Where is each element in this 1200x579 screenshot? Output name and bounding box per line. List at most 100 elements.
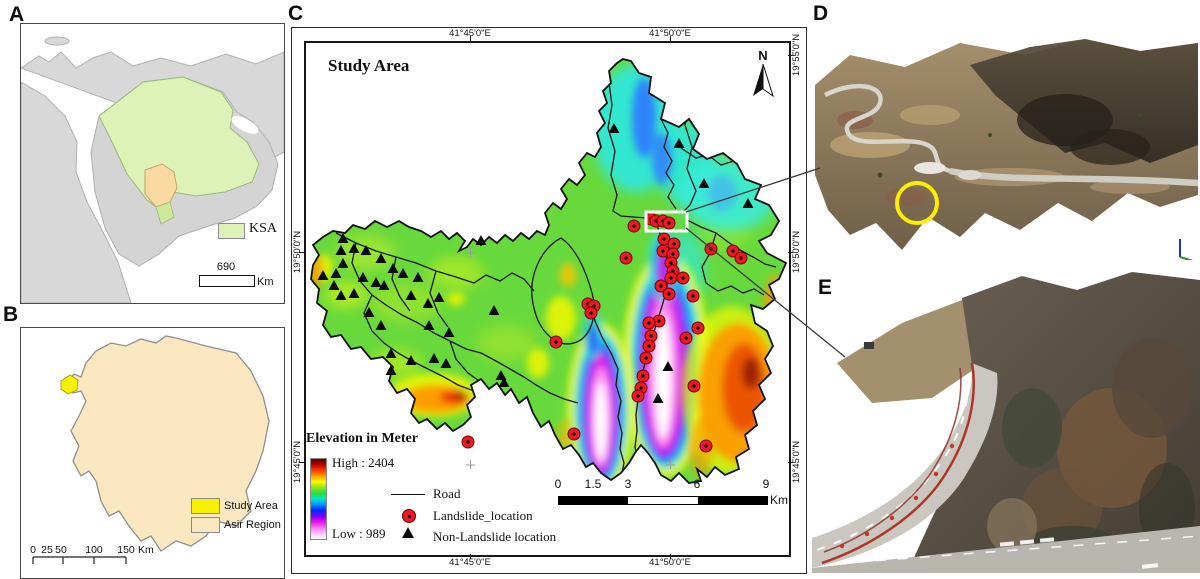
arabian-peninsula-map xyxy=(21,36,284,303)
non-landslide-marker xyxy=(375,253,387,263)
landslide-marker xyxy=(679,331,693,345)
landslide-marker xyxy=(664,271,678,285)
non-landslide-marker xyxy=(357,272,369,282)
landslide-legend-symbol xyxy=(402,509,416,523)
landslide-legend-label: Landslide_location xyxy=(433,508,533,523)
landslide-marker xyxy=(662,216,676,230)
panel-d-label: D xyxy=(813,2,829,25)
landslide-marker xyxy=(662,287,676,301)
non-landslide-marker xyxy=(412,272,424,282)
non-landslide-marker xyxy=(673,138,685,148)
non-landslide-marker xyxy=(337,233,349,243)
non-landslide-marker xyxy=(378,280,390,290)
non-landslide-marker xyxy=(652,393,664,403)
persian-gulf xyxy=(231,116,259,134)
road-barrier xyxy=(821,362,975,565)
non-landslide-marker xyxy=(662,361,674,371)
landslide-marker xyxy=(676,271,690,285)
non-landslide-marker xyxy=(405,290,417,300)
non-landslide-marker xyxy=(328,280,340,290)
asir-region-polygon xyxy=(144,163,178,208)
elevation-raster xyxy=(311,59,786,483)
north-arrow: N xyxy=(752,48,774,97)
landslide-marker xyxy=(686,289,700,303)
panel-b-label: B xyxy=(3,303,19,326)
lon-top-2: 41°50'0"E xyxy=(649,28,691,39)
non-landslide-markers xyxy=(317,123,754,403)
non-landslide-marker xyxy=(335,290,347,300)
non-landslide-marker xyxy=(337,258,349,268)
non-landslide-marker xyxy=(330,268,342,278)
landslide-marker xyxy=(656,244,670,258)
non-landslide-marker xyxy=(488,305,500,315)
asir-region-label: Asir Region xyxy=(224,519,281,531)
lon-bottom-1: 41°45'0"E xyxy=(449,557,491,568)
landslide-marker xyxy=(642,339,656,353)
scale-b-25: 25 xyxy=(41,544,53,556)
non-landslide-marker xyxy=(317,270,329,280)
landslide-site-photo xyxy=(815,39,1199,260)
non-landslide-marker xyxy=(422,298,434,308)
elevation-high-label: High : 2404 xyxy=(332,455,395,470)
lon-bottom-2: 41°50'0"E xyxy=(649,557,691,568)
landslide-marker xyxy=(461,435,475,449)
road-cliff-photo xyxy=(812,272,1200,573)
scale-a-bar xyxy=(199,275,255,287)
asir-region-map xyxy=(60,335,270,552)
scale-c-bar xyxy=(558,496,768,505)
bottom-road xyxy=(812,526,1200,573)
asir-polygon xyxy=(66,335,270,552)
landslide-marker xyxy=(619,251,633,265)
landslide-marker xyxy=(549,335,563,349)
non-landslide-marker xyxy=(428,353,440,363)
landslide-marker xyxy=(636,369,650,383)
non-landslide-marker xyxy=(440,358,452,368)
island-cyprus xyxy=(44,36,70,46)
non-landslide-marker xyxy=(608,123,620,133)
non-landslide-legend-label: Non-Landslide location xyxy=(433,529,557,544)
scale-c-0: 0 xyxy=(554,477,562,491)
non-landslide-marker xyxy=(348,243,360,253)
landslide-marker xyxy=(704,242,718,256)
elevation-low-label: Low : 989 xyxy=(332,526,386,541)
panel-e-label: E xyxy=(818,276,833,299)
africa-landmass xyxy=(21,81,132,303)
scale-b-100: 100 xyxy=(85,544,103,556)
landslide-marker xyxy=(631,389,645,403)
scale-c-6: 6 xyxy=(693,477,701,491)
scale-a-unit: Km xyxy=(257,276,274,288)
non-landslide-marker xyxy=(423,320,435,330)
landslide-marker xyxy=(654,279,668,293)
non-landslide-marker xyxy=(443,327,455,337)
zoom-extent-rectangle xyxy=(644,210,689,233)
non-landslide-marker xyxy=(370,277,382,287)
scale-c-1-5: 1.5 xyxy=(584,477,602,491)
elevation-map xyxy=(310,58,788,484)
landslide-marker xyxy=(657,232,671,246)
non-landslide-marker xyxy=(385,348,397,358)
scale-c-9: 9 xyxy=(762,477,770,491)
non-landslide-marker xyxy=(385,365,397,375)
ksa-polygon xyxy=(98,76,260,211)
north-arrow-icon xyxy=(753,63,774,97)
asir-region-swatch xyxy=(191,517,220,533)
landslide-marker xyxy=(734,251,748,265)
scale-c-unit: Km xyxy=(770,493,788,507)
scale-b-unit: Km xyxy=(138,544,154,556)
landslide-marker xyxy=(699,439,713,453)
scale-a-value: 690 xyxy=(216,261,236,273)
axis-gizmo-icon xyxy=(1179,239,1194,260)
north-label: N xyxy=(758,48,768,63)
switchback-road xyxy=(823,83,951,174)
landslide-marker xyxy=(639,351,653,365)
non-landslide-marker xyxy=(397,268,409,278)
landslide-marker xyxy=(691,321,705,335)
non-landslide-marker xyxy=(475,235,487,245)
non-landslide-marker xyxy=(498,377,510,387)
landslide-marker xyxy=(642,316,656,330)
ksa-legend-swatch xyxy=(218,223,245,239)
scale-c-3: 3 xyxy=(624,477,632,491)
non-landslide-marker xyxy=(348,288,360,298)
study-area-swatch xyxy=(191,498,220,514)
landslide-marker xyxy=(584,306,598,320)
